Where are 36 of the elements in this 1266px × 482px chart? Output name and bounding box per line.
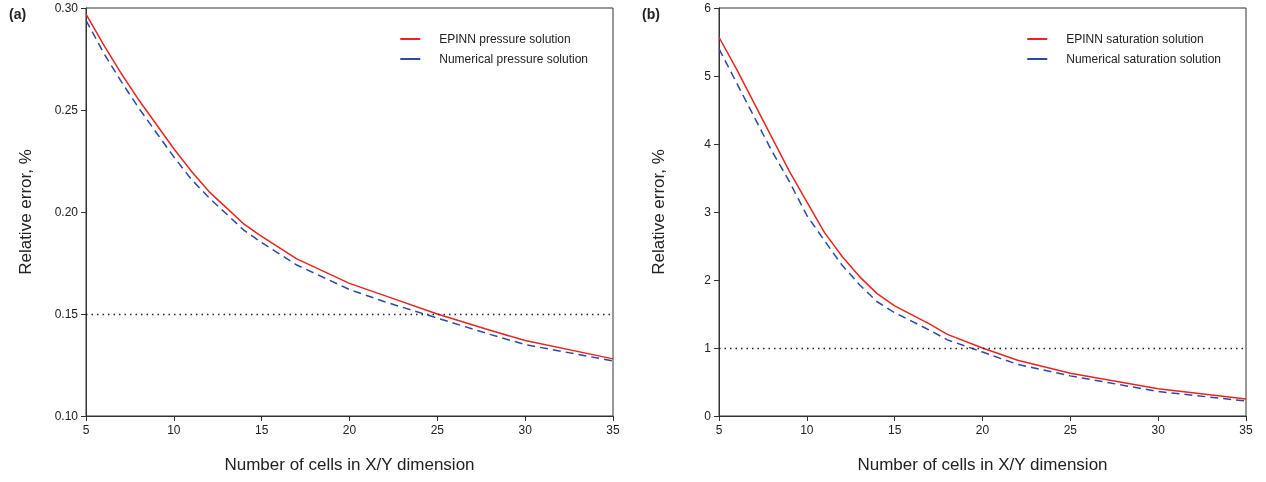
y-tick-label: 4: [704, 137, 712, 151]
y-tick-label: 6: [704, 1, 712, 15]
y-tick-label: 2: [704, 273, 712, 287]
x-tick-label: 35: [1239, 423, 1253, 437]
y-tick-label: 5: [704, 69, 712, 83]
y-tick-label: 0.15: [54, 307, 79, 321]
y-tick-label: 0.25: [54, 103, 79, 117]
y-tick-label: 3: [704, 205, 712, 219]
x-tick-label: 35: [606, 423, 620, 437]
x-tick-label: 5: [715, 423, 723, 437]
chart-title: (b): [642, 6, 660, 22]
y-axis-title: Relative error, %: [649, 149, 668, 275]
x-tick-label: 25: [430, 423, 445, 437]
legend-label: EPINN pressure solution: [439, 32, 571, 46]
y-axis-title: Relative error, %: [16, 149, 35, 275]
y-tick-label: 0: [704, 409, 712, 423]
legend-label: Numerical pressure solution: [439, 52, 589, 66]
x-tick-label: 25: [1063, 423, 1078, 437]
y-tick-label: 1: [704, 341, 712, 355]
x-tick-label: 10: [167, 423, 181, 437]
y-tick-label: 0.10: [54, 409, 79, 423]
x-tick-label: 20: [342, 423, 357, 437]
legend-label: EPINN saturation solution: [1066, 32, 1204, 46]
x-axis-title: Number of cells in X/Y dimension: [857, 455, 1108, 474]
x-tick-label: 5: [82, 423, 90, 437]
x-tick-label: 30: [518, 423, 533, 437]
y-tick-label: 0.30: [54, 1, 79, 15]
legend-label: Numerical saturation solution: [1066, 52, 1222, 66]
chart-title: (a): [9, 6, 27, 22]
x-tick-label: 15: [887, 423, 902, 437]
x-tick-label: 30: [1151, 423, 1166, 437]
x-tick-label: 20: [975, 423, 990, 437]
x-tick-label: 10: [800, 423, 814, 437]
x-axis-title: Number of cells in X/Y dimension: [224, 455, 475, 474]
y-tick-label: 0.20: [54, 205, 79, 219]
x-tick-label: 15: [254, 423, 269, 437]
